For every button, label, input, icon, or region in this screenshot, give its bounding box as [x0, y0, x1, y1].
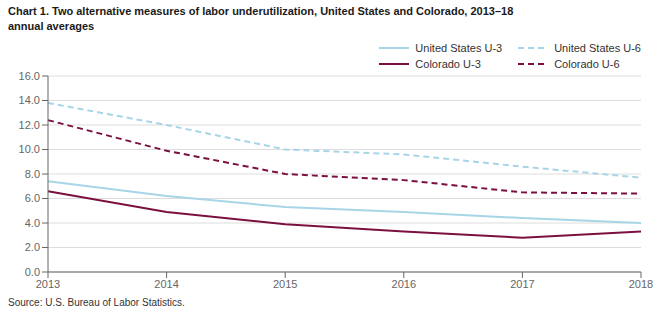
svg-text:8.0: 8.0: [25, 168, 40, 180]
svg-text:16.0: 16.0: [19, 70, 40, 82]
svg-text:10.0: 10.0: [19, 143, 40, 155]
svg-text:6.0: 6.0: [25, 192, 40, 204]
svg-text:2.0: 2.0: [25, 241, 40, 253]
svg-text:2017: 2017: [510, 278, 534, 290]
html-text:Chart 1. Two alternative measu: Chart 1. Two alternative measures of lab…: [8, 5, 514, 32]
svg-text:4.0: 4.0: [25, 217, 40, 229]
svg-text:2016: 2016: [392, 278, 416, 290]
svg-text:2013: 2013: [36, 278, 60, 290]
html-text:Colorado U-3: Colorado U-3: [415, 58, 481, 70]
svg-text:2018: 2018: [629, 278, 653, 290]
svg-text:2014: 2014: [154, 278, 178, 290]
svg-text:12.0: 12.0: [19, 119, 40, 131]
html-text:Source: U.S. Bureau of Labor S: Source: U.S. Bureau of Labor Statistics.: [8, 297, 185, 308]
html-text:United States U-3: United States U-3: [415, 42, 503, 54]
svg-text:2015: 2015: [273, 278, 297, 290]
html-text:Colorado U-6: Colorado U-6: [554, 58, 620, 70]
svg-text:0.0: 0.0: [25, 266, 40, 278]
svg-text:14.0: 14.0: [19, 94, 40, 106]
html-text:United States U-6: United States U-6: [554, 42, 641, 54]
